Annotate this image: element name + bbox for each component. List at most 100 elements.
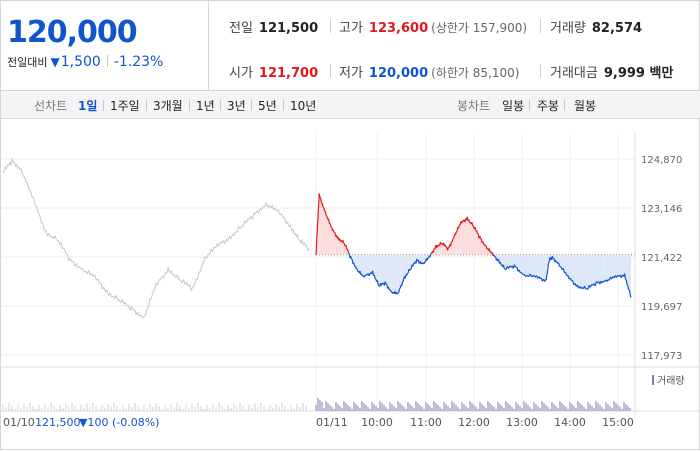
change-label: 전일대비 [7, 56, 47, 69]
price-fill-down [399, 255, 400, 293]
price-fill-down [598, 255, 599, 283]
x-tick-label: 10:00 [361, 416, 393, 429]
price-fill-down [410, 255, 411, 271]
price-box: 120,000 전일대비▼1,500-1.23% [1, 1, 209, 91]
price-fill-up [441, 243, 442, 254]
price-fill-down [540, 255, 541, 279]
stat-label: 전일 [229, 21, 253, 36]
price-fill-up [322, 203, 323, 255]
price-fill-up [467, 217, 468, 255]
price-segment-down [351, 256, 352, 259]
price-fill-down [615, 255, 616, 278]
price-fill-down [624, 255, 625, 277]
price-fill-up [331, 227, 332, 255]
price-fill-down [581, 255, 582, 289]
price-segment-up [325, 211, 326, 212]
price-segment-down [399, 288, 400, 289]
price-fill-down [589, 255, 590, 287]
candle-daily[interactable]: 일봉 [502, 97, 524, 114]
price-segment-down [504, 268, 505, 269]
stat-value: 120,000 [369, 66, 428, 81]
price-segment-down [355, 266, 356, 268]
divider [330, 19, 331, 33]
price-fill-up [476, 231, 477, 255]
price-fill-down [538, 255, 539, 279]
price-fill-up [321, 198, 322, 254]
price-fill-down [382, 255, 383, 284]
price-fill-down [587, 255, 588, 289]
price-segment-down [397, 293, 398, 295]
y-tick-label: 121,422 [641, 253, 682, 264]
price-fill-down [564, 255, 565, 273]
price-fill-up [464, 220, 465, 255]
price-fill-down [520, 255, 521, 273]
price-fill-down [545, 255, 546, 282]
period-1y[interactable]: 1년 [196, 97, 215, 114]
price-segment-up [333, 230, 334, 233]
x-tick-label: 14:00 [554, 416, 586, 429]
period-3m[interactable]: 3개월 [153, 97, 183, 114]
period-bar: 선차트 1일 1주일 3개월 1년 3년 5년 10년 봉차트 일봉 주봉 월봉 [1, 91, 700, 119]
price-fill-down [392, 255, 393, 294]
period-1d[interactable]: 1일 [78, 97, 97, 114]
price-fill-down [399, 255, 400, 289]
price-fill-down [569, 255, 570, 279]
price-fill-down [588, 255, 589, 289]
price-segment-down [354, 263, 355, 266]
price-segment-up [448, 248, 449, 251]
candle-monthly[interactable]: 월봉 [574, 97, 596, 114]
price-fill-down [403, 255, 404, 281]
divider [540, 64, 541, 78]
stat-label: 시가 [229, 66, 253, 81]
divider [540, 19, 541, 33]
price-fill-down [570, 255, 571, 281]
period-3y[interactable]: 3년 [227, 97, 246, 114]
price-fill-down [387, 255, 388, 289]
upper-limit: (상한가 157,900) [431, 21, 527, 35]
stat-open: 시가 121,700 [229, 62, 318, 81]
price-segment-up [477, 231, 478, 234]
price-fill-down [586, 255, 587, 289]
period-1w[interactable]: 1주일 [110, 97, 140, 114]
period-10y[interactable]: 10년 [290, 97, 316, 114]
price-segment-down [628, 286, 629, 290]
price-fill-up [339, 239, 340, 255]
price-fill-down [575, 255, 576, 287]
candle-chart-label: 봉차트 [457, 97, 490, 114]
price-fill-up [458, 227, 459, 255]
price-segment-up [348, 252, 349, 253]
price-fill-down [358, 255, 359, 272]
price-fill-down [516, 255, 517, 267]
price-fill-down [389, 255, 390, 290]
price-fill-up [480, 236, 481, 255]
price-fill-down [576, 255, 577, 287]
price-fill-up [466, 219, 467, 255]
price-segment-up [325, 212, 326, 216]
price-fill-down [407, 255, 408, 276]
price-fill-down [567, 255, 568, 276]
price-fill-down [409, 255, 410, 271]
price-fill-up [463, 220, 464, 255]
price-segment-up [480, 236, 481, 239]
period-5y[interactable]: 5년 [258, 97, 277, 114]
divider [283, 100, 284, 111]
price-fill-up [482, 241, 483, 254]
price-fill-down [539, 255, 540, 279]
price-fill-down [558, 255, 559, 264]
candle-weekly[interactable]: 주봉 [537, 97, 559, 114]
price-fill-up [455, 234, 456, 254]
price-fill-down [599, 255, 600, 284]
price-fill-up [337, 237, 338, 255]
price-segment-down [374, 275, 375, 279]
price-fill-down [505, 255, 506, 270]
price-fill-down [533, 255, 535, 277]
price-fill-down [535, 255, 537, 277]
price-fill-down [585, 255, 586, 289]
price-fill-down [544, 255, 545, 282]
stat-value: 121,700 [259, 66, 318, 81]
price-fill-down [530, 255, 532, 277]
